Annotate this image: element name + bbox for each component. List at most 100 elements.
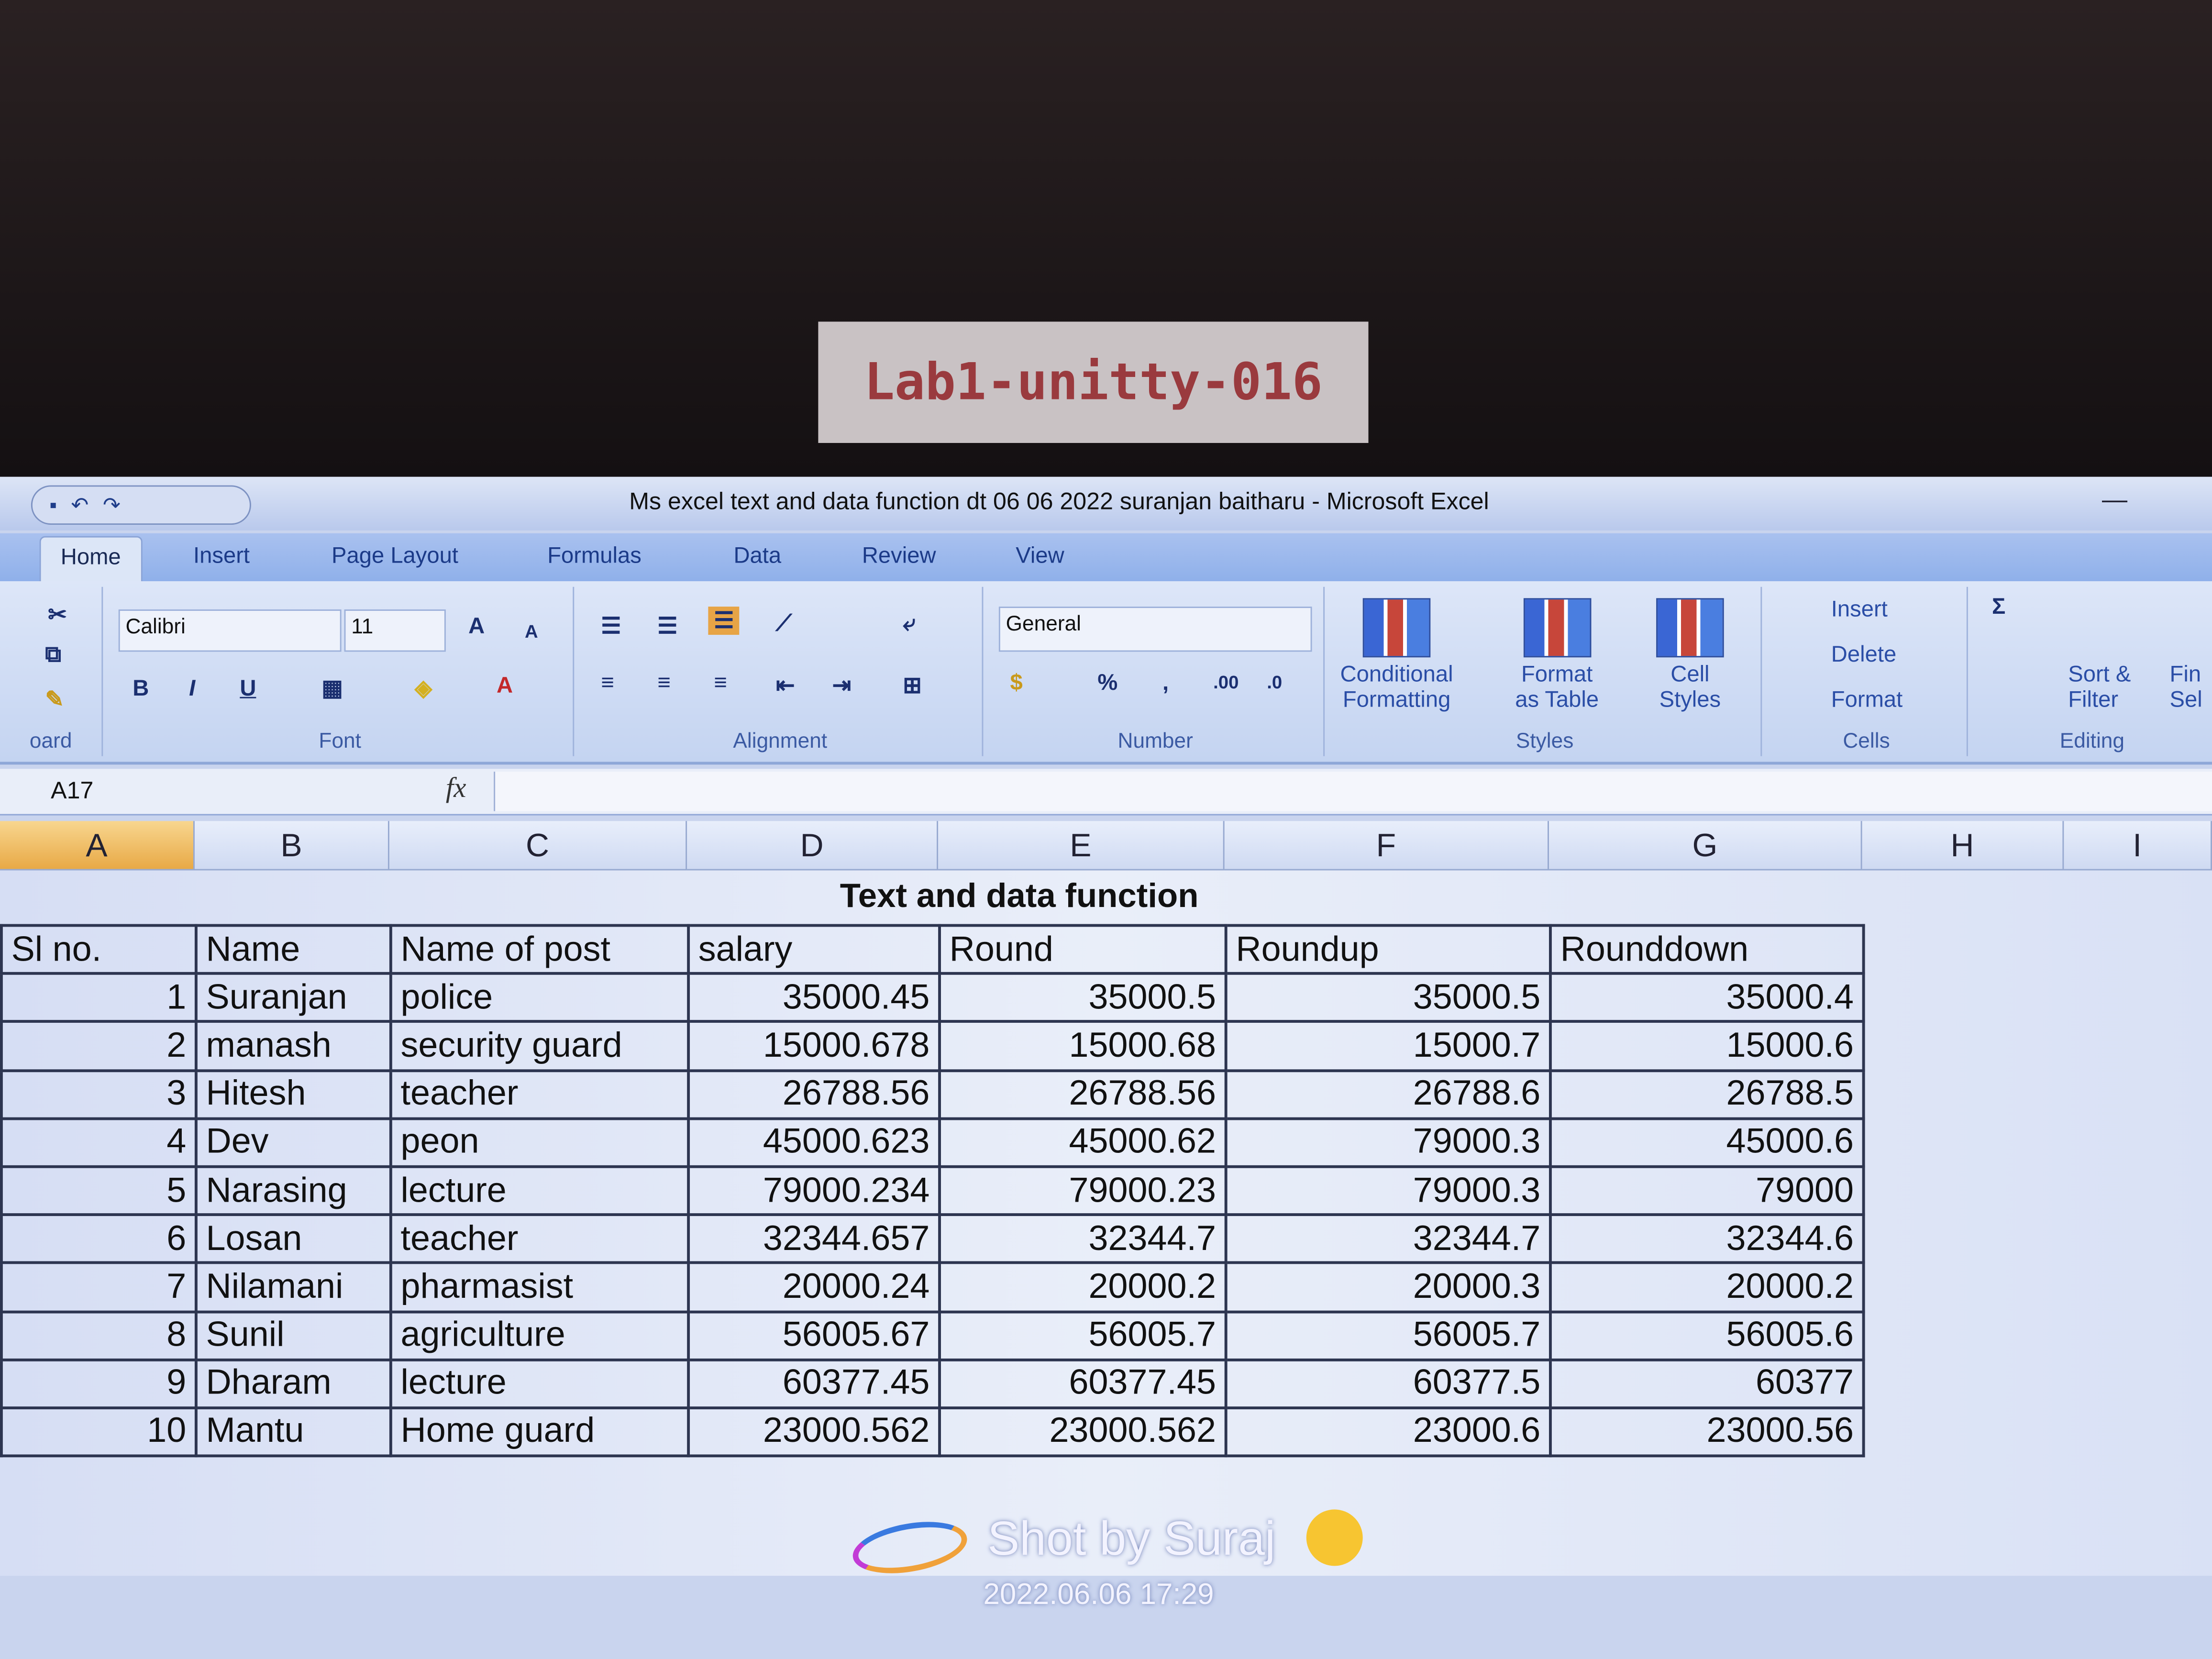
bold-button[interactable]: B (133, 677, 149, 701)
find-select-button[interactable]: Fin Sel (2170, 663, 2202, 714)
cell[interactable]: 10 (0, 1406, 198, 1458)
cell[interactable]: 26788.56 (938, 1069, 1228, 1120)
cell[interactable]: 79000.234 (687, 1165, 941, 1217)
save-icon[interactable]: ▪ (49, 493, 57, 517)
comma-button[interactable]: , (1162, 671, 1169, 696)
autosum-button[interactable]: Σ (1991, 595, 2006, 619)
format-as-table-button[interactable]: Format as Table (1515, 598, 1599, 714)
cell[interactable]: 45000.62 (938, 1117, 1228, 1168)
column-header-f[interactable]: F (1224, 821, 1549, 871)
cell[interactable]: 3 (0, 1069, 198, 1120)
cell[interactable]: Mantu (194, 1406, 392, 1458)
cell[interactable]: 56005.7 (938, 1310, 1228, 1361)
format-cells-button[interactable]: Format (1831, 688, 1903, 713)
tab-view[interactable]: View (1016, 544, 1064, 569)
cell[interactable]: 79000.3 (1224, 1165, 1552, 1217)
column-header-c[interactable]: C (389, 821, 687, 871)
cell[interactable]: 35000.5 (938, 972, 1228, 1024)
cell[interactable]: Suranjan (194, 972, 392, 1024)
cell[interactable]: 26788.5 (1549, 1069, 1865, 1120)
column-header-b[interactable]: B (194, 821, 389, 871)
cell[interactable]: 15000.68 (938, 1020, 1228, 1072)
cell[interactable]: 26788.56 (687, 1069, 941, 1120)
cell[interactable]: 23000.562 (687, 1406, 941, 1458)
underline-button[interactable]: U (240, 677, 256, 701)
column-header-d[interactable]: D (687, 821, 939, 871)
formula-input[interactable] (494, 772, 2212, 811)
currency-icon[interactable]: $ (1010, 671, 1023, 696)
align-right-icon[interactable]: ≡ (714, 671, 727, 696)
cell[interactable]: 79000.23 (938, 1165, 1228, 1217)
number-format-select[interactable]: General (998, 607, 1312, 652)
align-center-icon[interactable]: ≡ (657, 671, 671, 696)
tab-page-layout[interactable]: Page Layout (332, 544, 459, 569)
column-header-a[interactable]: A (0, 821, 195, 871)
cut-icon[interactable]: ✂ (48, 604, 67, 628)
cell[interactable]: 15000.6 (1549, 1020, 1865, 1072)
cell[interactable]: 20000.2 (938, 1261, 1228, 1313)
header-cell[interactable]: Round (938, 924, 1228, 975)
font-size-select[interactable]: 11 (344, 609, 446, 652)
cell[interactable]: agriculture (389, 1310, 690, 1361)
cell[interactable]: Losan (194, 1213, 392, 1265)
tab-insert[interactable]: Insert (193, 544, 250, 569)
column-header-e[interactable]: E (938, 821, 1225, 871)
cell[interactable]: 15000.7 (1224, 1020, 1552, 1072)
align-top-icon[interactable]: ☰ (601, 615, 621, 639)
cell[interactable]: teacher (389, 1069, 690, 1120)
header-cell[interactable]: Roundup (1224, 924, 1552, 975)
undo-icon[interactable]: ↶ (71, 494, 89, 518)
cell[interactable]: 6 (0, 1213, 198, 1265)
conditional-formatting-button[interactable]: Conditional Formatting (1340, 598, 1453, 714)
format-painter-icon[interactable]: ✎ (45, 688, 64, 713)
cell[interactable]: 23000.562 (938, 1406, 1228, 1458)
cell[interactable]: 2 (0, 1020, 198, 1072)
cell[interactable]: 45000.6 (1549, 1117, 1865, 1168)
fx-icon[interactable]: fx (445, 773, 466, 804)
header-cell[interactable]: Rounddown (1549, 924, 1865, 975)
cell[interactable]: 56005.67 (687, 1310, 941, 1361)
sort-filter-button[interactable]: Sort & Filter (2068, 663, 2131, 714)
cell[interactable]: 35000.4 (1549, 972, 1865, 1024)
tab-review[interactable]: Review (862, 544, 936, 569)
column-header-i[interactable]: I (2064, 821, 2212, 871)
cell[interactable]: 60377.45 (687, 1358, 941, 1409)
cell[interactable]: 32344.657 (687, 1213, 941, 1265)
cell[interactable]: Sunil (194, 1310, 392, 1361)
merge-center-icon[interactable]: ⊞ (903, 674, 922, 698)
delete-cells-button[interactable]: Delete (1831, 643, 1897, 667)
decrease-indent-icon[interactable]: ⇤ (775, 674, 795, 698)
tab-data[interactable]: Data (733, 544, 782, 569)
cell[interactable]: 23000.6 (1224, 1406, 1552, 1458)
increase-decimal-button[interactable]: .00 (1213, 671, 1239, 693)
cell[interactable]: police (389, 972, 690, 1024)
cell[interactable]: 26788.6 (1224, 1069, 1552, 1120)
column-header-h[interactable]: H (1862, 821, 2064, 871)
decrease-decimal-button[interactable]: .0 (1267, 671, 1283, 693)
name-box[interactable]: A17 (51, 777, 94, 804)
cell[interactable]: 23000.56 (1549, 1406, 1865, 1458)
cell[interactable]: Home guard (389, 1406, 690, 1458)
cell[interactable]: lecture (389, 1358, 690, 1409)
cell[interactable]: 20000.24 (687, 1261, 941, 1313)
cell[interactable]: 32344.7 (1224, 1213, 1552, 1265)
cell-styles-button[interactable]: Cell Styles (1656, 598, 1724, 714)
cell[interactable]: manash (194, 1020, 392, 1072)
cell[interactable]: Narasing (194, 1165, 392, 1217)
cell[interactable]: security guard (389, 1020, 690, 1072)
font-color-icon[interactable]: A (497, 674, 513, 698)
increase-indent-icon[interactable]: ⇥ (832, 674, 852, 698)
cell[interactable]: 20000.3 (1224, 1261, 1552, 1313)
tab-home[interactable]: Home (39, 536, 142, 581)
cell[interactable]: 79000 (1549, 1165, 1865, 1217)
copy-icon[interactable]: ⧉ (45, 643, 62, 667)
header-cell[interactable]: Name (194, 924, 392, 975)
cell[interactable]: lecture (389, 1165, 690, 1217)
fill-color-icon[interactable]: ◈ (415, 677, 432, 701)
cell[interactable]: 9 (0, 1358, 198, 1409)
cell[interactable]: 56005.7 (1224, 1310, 1552, 1361)
cell[interactable]: peon (389, 1117, 690, 1168)
cell[interactable]: 32344.6 (1549, 1213, 1865, 1265)
align-middle-icon[interactable]: ☰ (657, 615, 678, 639)
cell[interactable]: 56005.6 (1549, 1310, 1865, 1361)
